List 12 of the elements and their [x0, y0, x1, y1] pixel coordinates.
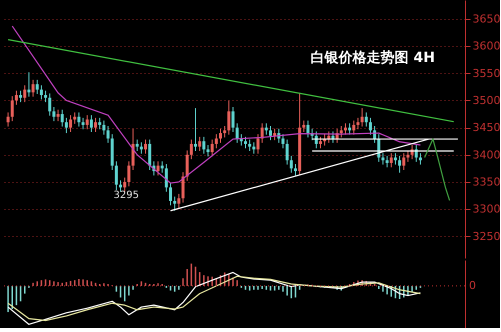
ref-line-label: 0	[469, 278, 476, 292]
y-tick-label: 3250	[472, 230, 500, 243]
text: 白银价格走势图 4H	[310, 50, 435, 66]
y-tick-label: 3400	[472, 148, 500, 162]
y-tick-label: 3500	[472, 94, 500, 107]
y-tick-label: 3550	[472, 66, 500, 80]
y-tick-label: 3300	[472, 202, 500, 216]
y-tick-label: 3350	[472, 175, 500, 188]
y-tick-label: 3600	[472, 40, 500, 53]
annotation: 3295	[114, 190, 140, 201]
y-tick-label: 3650	[472, 12, 500, 26]
y-tick-label: 3450	[472, 121, 500, 134]
